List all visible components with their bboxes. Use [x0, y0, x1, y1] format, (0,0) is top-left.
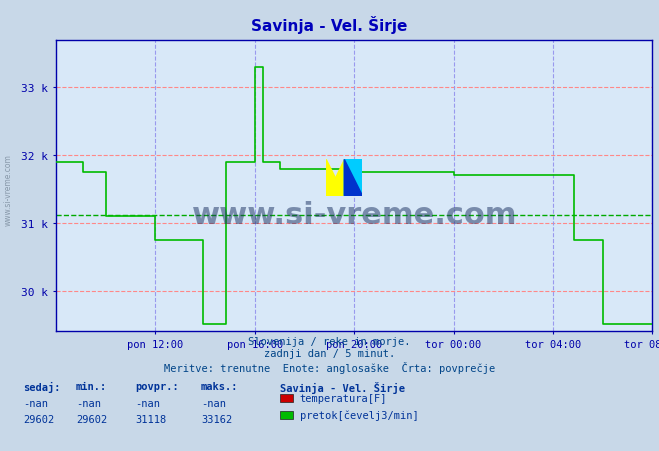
- Text: zadnji dan / 5 minut.: zadnji dan / 5 minut.: [264, 348, 395, 358]
- Text: Meritve: trenutne  Enote: anglosaške  Črta: povprečje: Meritve: trenutne Enote: anglosaške Črta…: [164, 361, 495, 373]
- Text: -nan: -nan: [76, 398, 101, 408]
- Text: povpr.:: povpr.:: [135, 381, 179, 391]
- Text: www.si-vreme.com: www.si-vreme.com: [192, 201, 517, 230]
- Text: Savinja - Vel. Širje: Savinja - Vel. Širje: [280, 381, 405, 393]
- Text: Slovenija / reke in morje.: Slovenija / reke in morje.: [248, 336, 411, 346]
- Text: 29602: 29602: [76, 414, 107, 424]
- Text: -nan: -nan: [201, 398, 226, 408]
- Text: 29602: 29602: [23, 414, 54, 424]
- Text: -nan: -nan: [23, 398, 48, 408]
- Text: Savinja - Vel. Širje: Savinja - Vel. Širje: [251, 16, 408, 34]
- Text: www.si-vreme.com: www.si-vreme.com: [3, 153, 13, 226]
- Text: 33162: 33162: [201, 414, 232, 424]
- Polygon shape: [344, 160, 362, 196]
- Polygon shape: [326, 160, 344, 196]
- Polygon shape: [326, 160, 344, 196]
- Text: sedaj:: sedaj:: [23, 381, 61, 392]
- Text: maks.:: maks.:: [201, 381, 239, 391]
- Text: min.:: min.:: [76, 381, 107, 391]
- Polygon shape: [344, 160, 362, 196]
- Text: 31118: 31118: [135, 414, 166, 424]
- Text: -nan: -nan: [135, 398, 160, 408]
- Text: temperatura[F]: temperatura[F]: [300, 393, 387, 403]
- Text: pretok[čevelj3/min]: pretok[čevelj3/min]: [300, 410, 418, 420]
- Polygon shape: [344, 160, 362, 196]
